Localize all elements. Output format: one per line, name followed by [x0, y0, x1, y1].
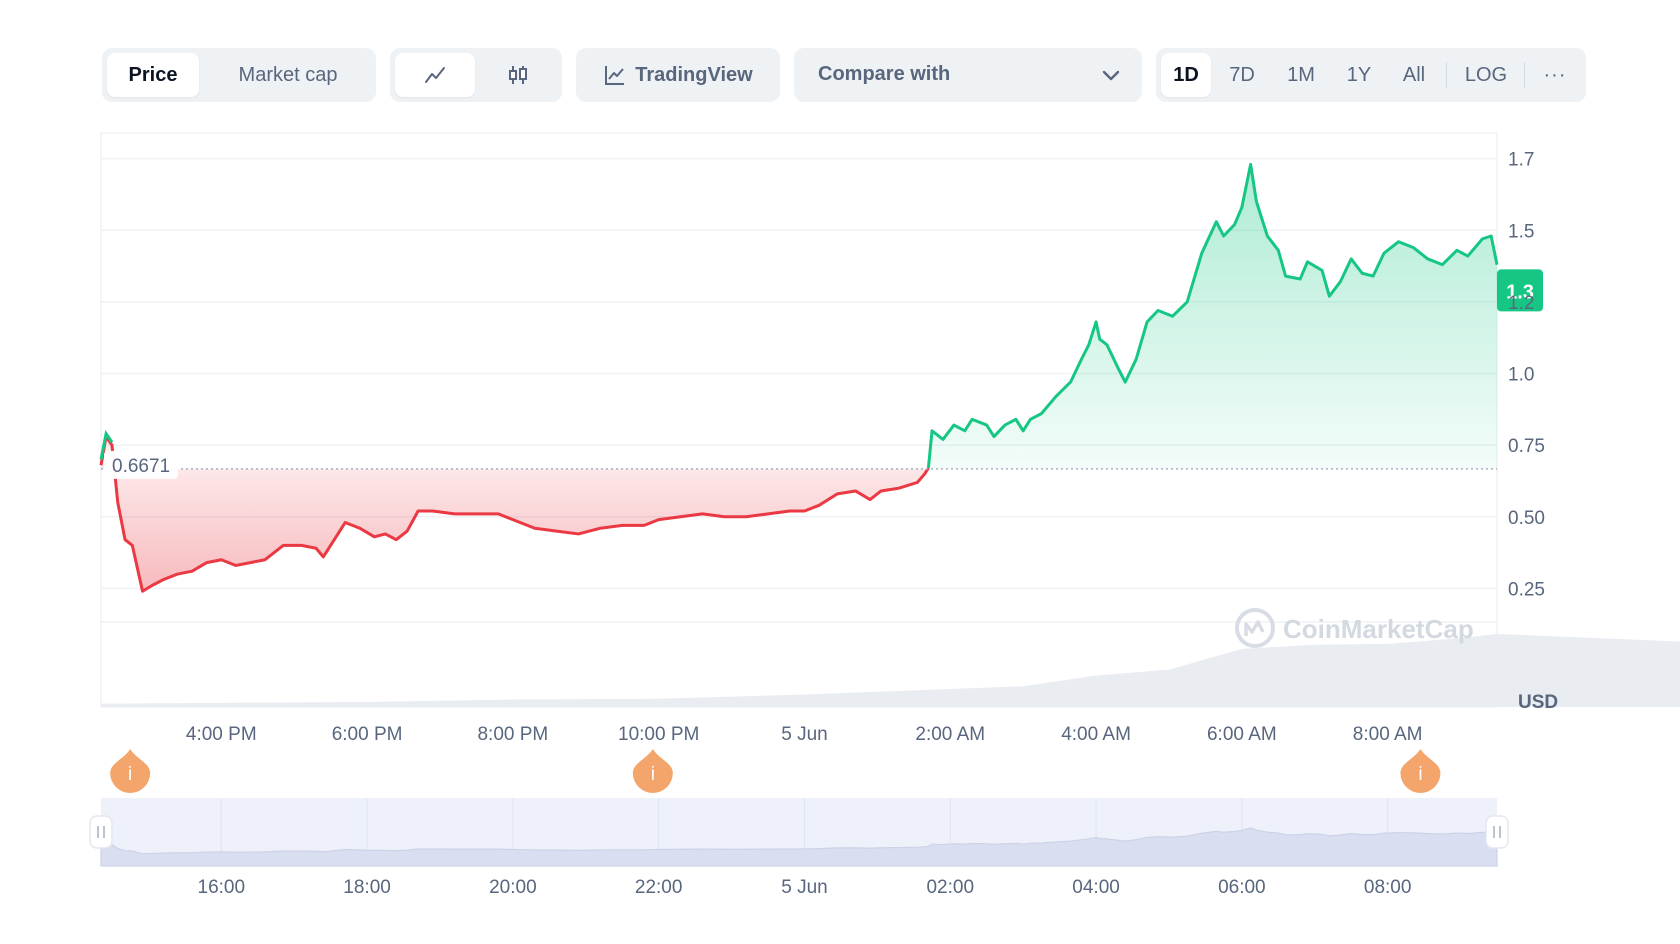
navigator-time-label: 06:00 [1218, 877, 1266, 898]
chevron-down-icon [1102, 70, 1120, 81]
range-all[interactable]: All [1402, 63, 1426, 86]
range-1y[interactable]: 1Y [1346, 63, 1372, 86]
event-marker[interactable] [632, 749, 673, 793]
above-reference-fill [928, 164, 1497, 469]
navigator-time-label: 04:00 [1072, 877, 1120, 898]
range-1d[interactable]: 1D [1161, 53, 1211, 97]
candlestick-icon [509, 66, 527, 84]
x-tick-label: 4:00 PM [186, 724, 257, 745]
line-chart-icon [425, 67, 445, 83]
navigator-left-handle[interactable] [89, 815, 113, 849]
navigator-time-label: 22:00 [635, 877, 683, 898]
navigator-time-label: 08:00 [1364, 877, 1412, 898]
navigator-time-label: 20:00 [489, 877, 537, 898]
y-tick-label: 1.5 [1508, 221, 1534, 242]
y-tick-label: 1.0 [1508, 365, 1534, 386]
range-divider [1446, 62, 1447, 88]
y-tick-label: 0.25 [1508, 579, 1545, 600]
event-marker-label: i [651, 764, 655, 785]
volume-area [101, 633, 1680, 707]
event-marker-label: i [1418, 764, 1422, 785]
price-line-start [99, 429, 114, 460]
navigator-time-label: 5 Jun [781, 877, 827, 898]
reference-value-label: 0.6671 [112, 456, 170, 477]
price-line-down [99, 435, 930, 593]
x-tick-label: 10:00 PM [618, 724, 699, 745]
x-tick-label: 5 Jun [781, 724, 827, 745]
line-chart-button[interactable] [395, 53, 475, 97]
candlestick-button[interactable] [478, 53, 558, 97]
current-price-badge [1497, 269, 1543, 312]
compare-with-dropdown[interactable]: Compare with [794, 48, 1142, 102]
tradingview-chart-icon [605, 66, 625, 85]
coinmarketcap-logo-icon [1235, 608, 1275, 648]
navigator-right-handle[interactable] [1485, 815, 1509, 849]
navigator-series [100, 827, 1498, 867]
y-tick-label: 1.7 [1508, 150, 1534, 171]
event-marker[interactable] [1400, 749, 1441, 793]
coinmarketcap-logo-mark [1244, 620, 1265, 636]
price-line-up [926, 162, 1499, 469]
range-1m[interactable]: 1M [1287, 63, 1315, 86]
y-tick-label: 1.2 [1508, 293, 1534, 314]
x-tick-label: 6:00 AM [1207, 724, 1277, 745]
price-tab[interactable]: Price [107, 53, 199, 97]
navigator-time-label: 18:00 [343, 877, 391, 898]
currency-label: USD [1518, 692, 1558, 713]
tradingview-label: TradingView [635, 63, 753, 86]
more-options-button[interactable]: ··· [1543, 63, 1567, 86]
coinmarketcap-watermark: CoinMarketCap [1283, 614, 1474, 644]
navigator-time-label: 02:00 [926, 877, 974, 898]
time-range-toggle: 1D 7D 1M 1Y All LOG ··· [1156, 48, 1586, 102]
x-tick-label: 4:00 AM [1061, 724, 1131, 745]
x-tick-label: 8:00 AM [1353, 724, 1423, 745]
price-marketcap-toggle: Price Market cap [102, 48, 376, 102]
compare-label: Compare with [818, 63, 951, 85]
log-scale-toggle[interactable]: LOG [1464, 63, 1508, 86]
market-cap-tab[interactable]: Market cap [238, 63, 338, 86]
chart-toolbar: Price Market cap TradingView Comp [102, 48, 1586, 102]
current-price-label: 1.3 [1506, 281, 1534, 303]
tradingview-button[interactable]: TradingView [576, 48, 780, 102]
x-tick-label: 6:00 PM [332, 724, 403, 745]
reference-label-box [104, 450, 178, 479]
navigator-time-label: 16:00 [198, 877, 246, 898]
x-tick-label: 2:00 AM [915, 724, 985, 745]
range-7d[interactable]: 7D [1229, 63, 1255, 86]
event-marker-label: i [128, 764, 132, 785]
x-tick-label: 8:00 PM [477, 724, 548, 745]
below-reference-fill [101, 436, 929, 592]
event-marker[interactable] [110, 749, 151, 793]
log-divider [1524, 62, 1525, 88]
chart-type-toggle [390, 48, 562, 102]
y-tick-label: 0.75 [1508, 436, 1545, 457]
y-tick-label: 0.50 [1508, 508, 1545, 529]
